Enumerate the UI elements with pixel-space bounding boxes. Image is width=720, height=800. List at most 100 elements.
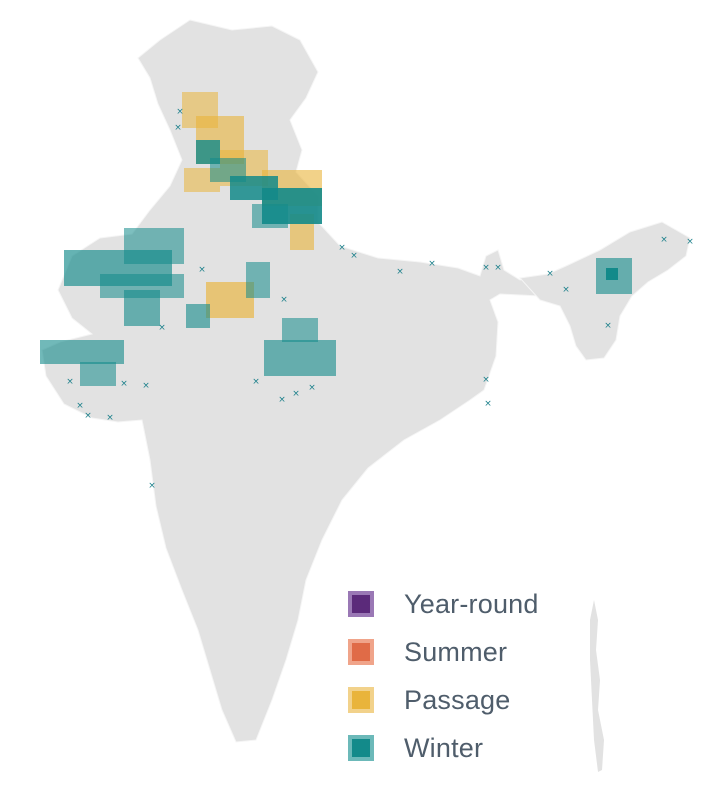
range-cell xyxy=(242,306,254,318)
occurrence-marker: × xyxy=(292,389,300,399)
range-cell xyxy=(160,262,172,274)
range-cell xyxy=(324,364,336,376)
range-cell xyxy=(198,304,210,316)
range-cell xyxy=(258,262,270,274)
range-cell xyxy=(286,212,298,224)
range-cell xyxy=(100,262,112,274)
range-cell xyxy=(258,286,270,298)
range-cell xyxy=(306,318,318,330)
range-cell xyxy=(198,316,210,328)
range-cell xyxy=(274,188,286,200)
range-cell xyxy=(206,104,218,116)
legend: Year-round Summer Passage Winter xyxy=(348,580,588,772)
range-cell xyxy=(172,286,184,298)
range-cell xyxy=(196,168,208,180)
occurrence-marker: × xyxy=(482,375,490,385)
range-cell xyxy=(220,116,232,128)
winter-swatch xyxy=(348,735,374,761)
range-cell xyxy=(290,238,302,250)
occurrence-marker: × xyxy=(308,383,316,393)
range-cell xyxy=(76,340,88,352)
range-cell xyxy=(160,286,172,298)
range-cell xyxy=(608,282,620,294)
occurrence-marker: × xyxy=(546,269,554,279)
range-cell xyxy=(244,162,256,174)
range-cell xyxy=(136,314,148,326)
range-cell xyxy=(306,330,318,342)
range-cell xyxy=(196,128,208,140)
range-cell xyxy=(264,364,276,376)
range-cell xyxy=(606,268,618,280)
range-cell xyxy=(92,374,104,386)
range-cell xyxy=(298,200,310,212)
range-cell xyxy=(208,140,220,152)
range-cell xyxy=(242,176,254,188)
range-cell xyxy=(230,188,242,200)
range-cell xyxy=(64,262,76,274)
legend-label: Passage xyxy=(404,684,511,715)
range-cell xyxy=(124,290,136,302)
range-cell xyxy=(596,258,608,270)
range-cell xyxy=(196,140,208,152)
range-cell xyxy=(596,282,608,294)
range-cell xyxy=(286,200,298,212)
range-cell xyxy=(148,262,160,274)
range-cell xyxy=(148,290,160,302)
range-cell xyxy=(160,228,172,240)
occurrence-marker: × xyxy=(176,107,184,117)
range-cell xyxy=(100,250,112,262)
range-cell xyxy=(124,302,136,314)
occurrence-markers: ×××××× × ××××× ×××××××× × ×××××××× xyxy=(66,107,694,491)
range-cell xyxy=(208,128,220,140)
range-cell xyxy=(112,250,124,262)
range-cell xyxy=(290,226,302,238)
range-cell xyxy=(300,352,312,364)
occurrence-marker: × xyxy=(120,379,128,389)
range-cell xyxy=(252,216,264,228)
andaman-islands xyxy=(590,600,604,772)
range-cell xyxy=(298,188,310,200)
year-round-swatch xyxy=(348,591,374,617)
range-cell xyxy=(88,262,100,274)
range-cell xyxy=(76,250,88,262)
range-cell xyxy=(136,250,148,262)
range-cell xyxy=(276,204,288,216)
range-cell xyxy=(310,200,322,212)
range-cell xyxy=(232,128,244,140)
occurrence-marker: × xyxy=(198,265,206,275)
range-cell xyxy=(324,352,336,364)
range-cell xyxy=(620,270,632,282)
range-cell xyxy=(276,352,288,364)
range-cell xyxy=(276,216,288,228)
range-cell xyxy=(182,92,194,104)
range-cell xyxy=(230,306,242,318)
range-cell xyxy=(112,274,124,286)
range-cell xyxy=(230,176,242,188)
occurrence-marker: × xyxy=(350,251,358,261)
occurrence-marker: × xyxy=(278,395,286,405)
range-cell xyxy=(246,262,258,274)
range-cell xyxy=(124,262,136,274)
range-cell xyxy=(620,282,632,294)
occurrence-marker: × xyxy=(142,381,150,391)
range-cell xyxy=(80,362,92,374)
range-cell xyxy=(218,294,230,306)
occurrence-marker: × xyxy=(660,235,668,245)
range-cell xyxy=(312,364,324,376)
range-cell xyxy=(302,238,314,250)
range-cell xyxy=(254,176,266,188)
range-cell xyxy=(234,158,246,170)
range-cell xyxy=(136,274,148,286)
range-cell xyxy=(80,374,92,386)
range-cell xyxy=(246,286,258,298)
range-cell xyxy=(172,228,184,240)
range-cell xyxy=(300,340,312,352)
range-cell xyxy=(608,258,620,270)
range-cell xyxy=(112,352,124,364)
range-cell xyxy=(136,262,148,274)
range-cell xyxy=(218,282,230,294)
range-cell xyxy=(40,352,52,364)
range-cell xyxy=(186,304,198,316)
range-cell xyxy=(276,364,288,376)
